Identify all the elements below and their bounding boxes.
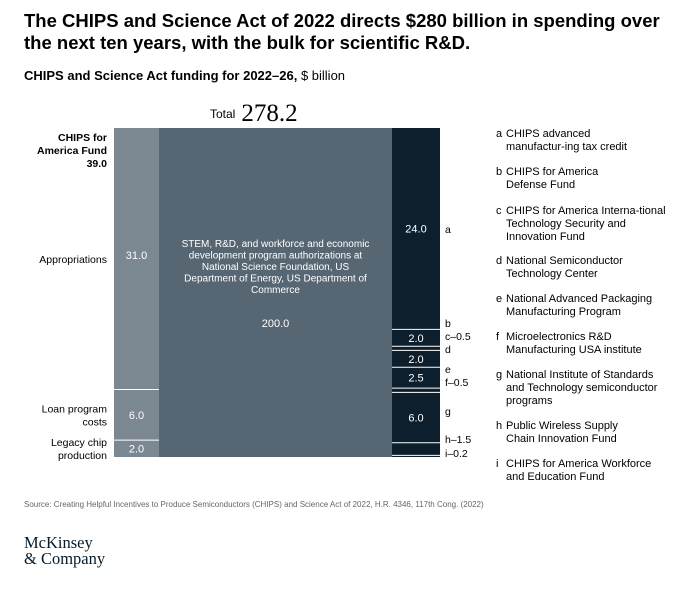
bar-value-label: 2.0 — [408, 354, 423, 366]
legend-text: CHIPS for America Defense Fund — [506, 166, 599, 191]
logo-line-2: & Company — [24, 548, 106, 568]
legend-text: Public Wireless Supply Chain Innovation … — [506, 420, 618, 445]
bar-description-label: Commerce — [251, 285, 300, 296]
bar-value-label: 24.0 — [405, 224, 426, 236]
segment-letter-label: b — [445, 318, 451, 330]
stem-column — [159, 128, 392, 457]
logo-line-1: McKinsey — [24, 533, 93, 552]
bar-value-label: 2.5 — [408, 373, 423, 385]
segment-letter-label: i–0.2 — [445, 448, 468, 460]
legend-letter: e — [496, 293, 503, 305]
segment-letter-label: g — [445, 406, 451, 418]
column-header-label: America Fund — [37, 145, 107, 157]
bar-description-label: National Science Foundation, US — [202, 262, 350, 273]
other-programs-column — [392, 128, 440, 457]
category-label: Loan program — [42, 403, 108, 415]
legend-letter: f — [496, 331, 500, 343]
bar-value-label: 6.0 — [129, 410, 144, 422]
legend-letter: c — [496, 205, 502, 217]
chips-fund-column — [114, 128, 159, 457]
legend-item-e: e National Advanced Packaging Manufacturi… — [496, 293, 686, 319]
category-label: production — [58, 450, 107, 462]
legend-text: CHIPS for America Workforce and Educatio… — [506, 458, 652, 483]
bar-description-label: STEM, R&D, and workforce and economic — [182, 239, 370, 250]
segment-letter-label: c–0.5 — [445, 331, 471, 343]
subtitle-unit: $ billion — [297, 68, 346, 83]
category-label: Appropriations — [39, 254, 107, 266]
column-header-label: CHIPS for — [58, 132, 107, 144]
legend-letter: h — [496, 420, 503, 432]
bar-value-label: 31.0 — [126, 250, 147, 262]
legend-text: CHIPS for America Interna-tional Technol… — [506, 205, 666, 243]
subtitle-title: CHIPS and Science Act funding for 2022–2… — [24, 68, 298, 83]
legend-letter: a — [496, 128, 503, 140]
total-label: Total — [210, 107, 236, 121]
legend-text: Microelectronics R&D Manufacturing USA i… — [506, 331, 642, 356]
legend-item-b: b CHIPS for America Defense Fund — [496, 166, 686, 192]
legend-item-a: a CHIPS advanced manufactur-ing tax credi… — [496, 128, 686, 154]
total-value: 278.2 — [241, 100, 298, 127]
category-label: costs — [82, 416, 107, 428]
chart-subtitle: CHIPS and Science Act funding for 2022–2… — [24, 68, 345, 83]
source-note: Source: Creating Helpful Incentives to P… — [24, 500, 484, 509]
bar-value-label: 2.0 — [129, 444, 144, 456]
company-logo: McKinsey & Company — [24, 535, 105, 566]
legend-item-f: f Microelectronics R&D Manufacturing USA … — [496, 331, 686, 357]
legend-item-c: c CHIPS for America Interna-tional Techno… — [496, 205, 686, 244]
bar-description-label: Department of Energy, US Department of — [184, 274, 367, 285]
legend-text: National Institute of Standards and Tech… — [506, 369, 658, 407]
legend-text: National Semiconductor Technology Center — [506, 255, 623, 280]
column-header-label: 39.0 — [87, 158, 108, 170]
bar-description-label: development program authorizations at — [189, 251, 363, 262]
bar-value-label: 2.0 — [408, 333, 423, 345]
legend-item-g: g National Institute of Standards and Tec… — [496, 369, 686, 408]
bar-value-label: 6.0 — [408, 413, 423, 425]
chart-headline: The CHIPS and Science Act of 2022 direct… — [24, 10, 660, 53]
segment-letter-label: e — [445, 364, 451, 376]
segment-letter-label: h–1.5 — [445, 434, 471, 446]
segment-letter-label: f–0.5 — [445, 377, 469, 389]
legend-letter: i — [496, 458, 499, 470]
legend-text: CHIPS advanced manufactur-ing tax credit — [506, 128, 628, 153]
segment-letter-label: d — [445, 344, 451, 356]
total: Total 278.2 — [210, 100, 298, 128]
legend-item-i: i CHIPS for America Workforce and Educati… — [496, 458, 686, 484]
legend-text: National Advanced Packaging Manufacturin… — [506, 293, 653, 318]
bar-value-label: 200.0 — [262, 318, 290, 330]
category-label: Legacy chip — [51, 437, 107, 449]
legend-item-d: d National Semiconductor Technology Cente… — [496, 255, 686, 281]
legend-letter: g — [496, 369, 503, 381]
legend-letter: b — [496, 166, 503, 178]
legend-letter: d — [496, 255, 503, 267]
legend-item-h: h Public Wireless Supply Chain Innovation… — [496, 420, 686, 446]
segment-letter-label: a — [445, 224, 451, 236]
